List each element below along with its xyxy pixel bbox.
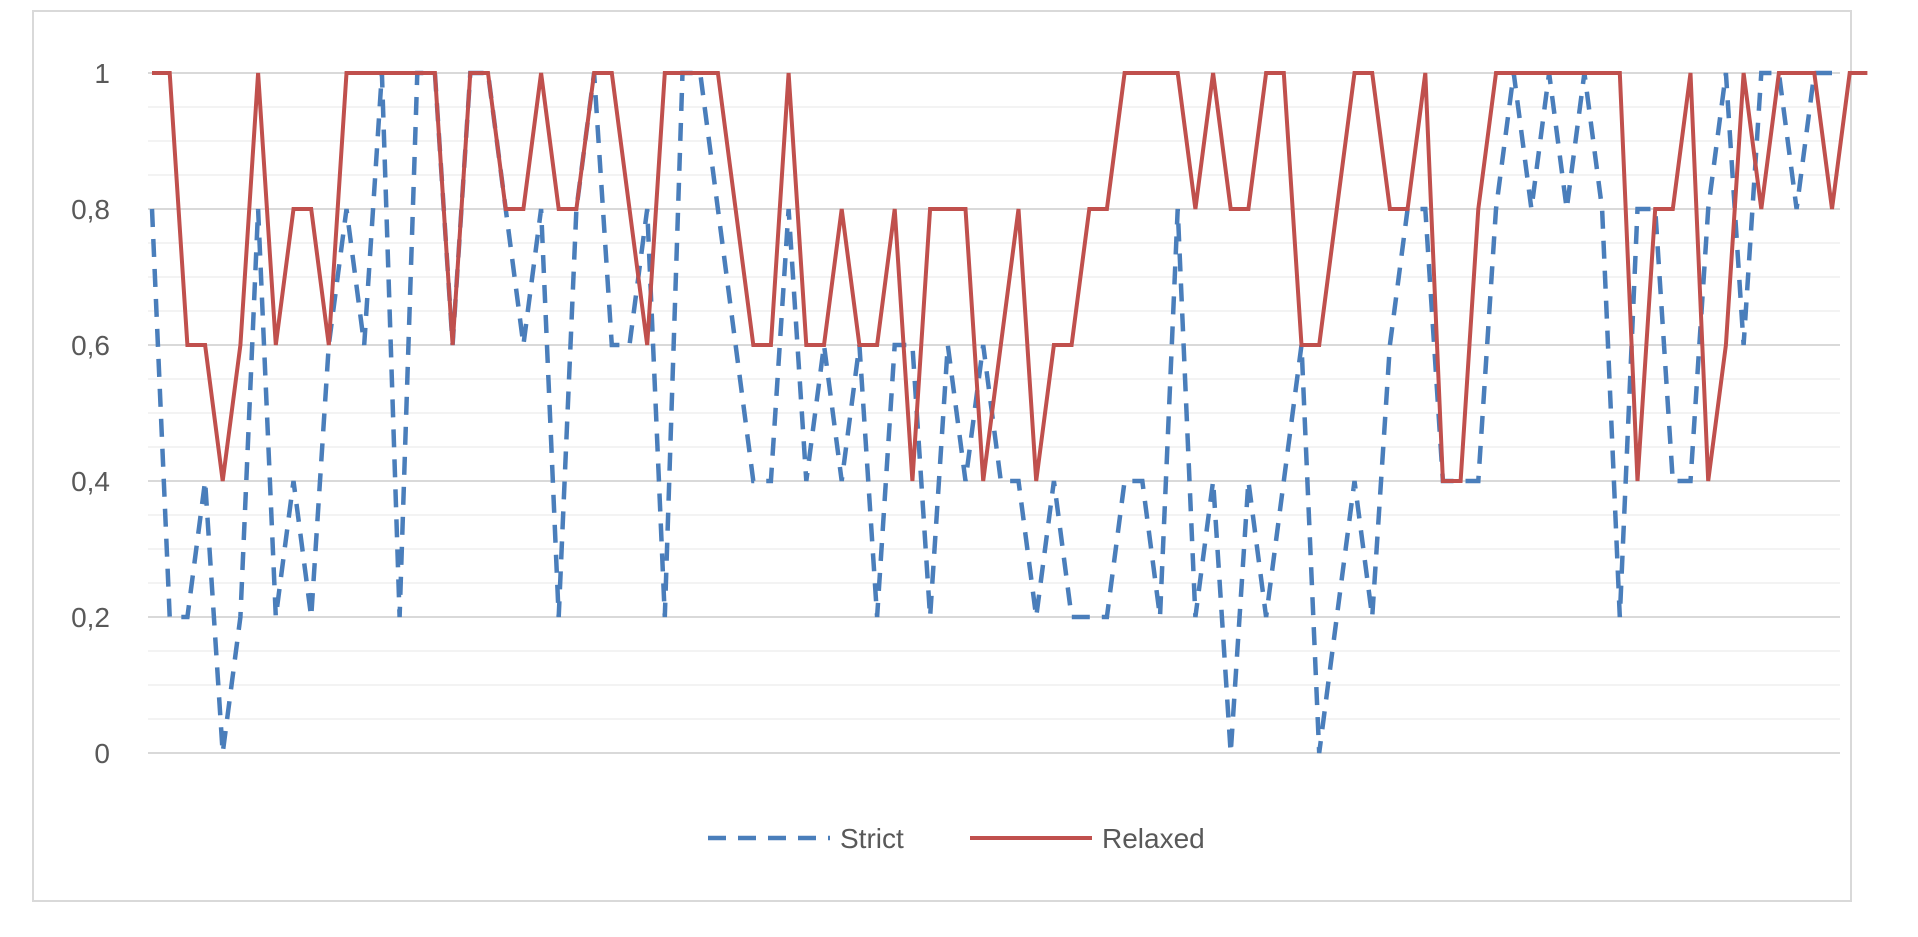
y-axis-tick-labels: 0 0,2 0,4 0,6 0,8 1 [71,58,110,769]
y-tick-label: 0,4 [71,466,110,497]
y-tick-label: 0,6 [71,330,110,361]
y-tick-label: 0,8 [71,194,110,225]
legend-label-strict: Strict [840,823,904,854]
series-line-relaxed [152,71,1868,483]
minor-gridlines [148,106,1840,720]
y-tick-label: 0 [94,738,110,769]
legend: Strict Relaxed [708,823,1205,854]
y-tick-label: 0,2 [71,602,110,633]
legend-label-relaxed: Relaxed [1102,823,1205,854]
y-tick-label: 1 [94,58,110,89]
series-layer [149,70,1868,754]
